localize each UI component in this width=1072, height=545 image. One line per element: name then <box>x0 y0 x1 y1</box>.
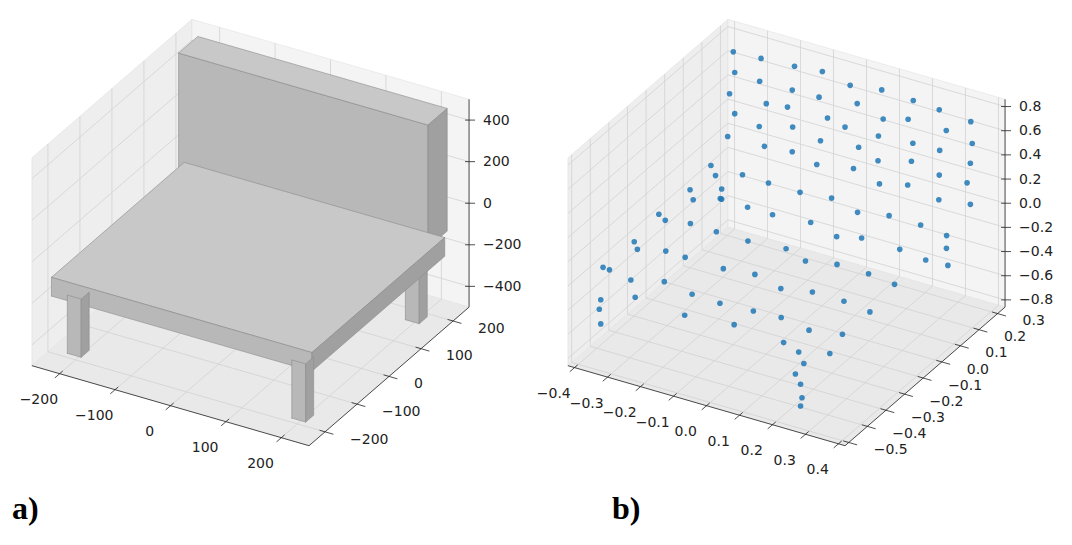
svg-text:0.3: 0.3 <box>774 452 796 468</box>
svg-text:0.2: 0.2 <box>1019 171 1041 187</box>
svg-text:100: 100 <box>446 347 473 363</box>
svg-text:0.0: 0.0 <box>675 423 697 439</box>
svg-text:0.1: 0.1 <box>708 433 730 449</box>
svg-text:100: 100 <box>192 439 219 455</box>
svg-text:−0.4: −0.4 <box>537 385 571 401</box>
svg-text:200: 200 <box>483 153 510 169</box>
svg-text:0: 0 <box>414 375 423 391</box>
svg-text:−200: −200 <box>483 236 521 252</box>
svg-text:−0.3: −0.3 <box>570 395 604 411</box>
svg-text:−0.6: −0.6 <box>1019 267 1053 283</box>
svg-text:−0.5: −0.5 <box>874 441 908 457</box>
svg-text:−0.2: −0.2 <box>930 393 964 409</box>
html-text:b): b) <box>612 490 641 526</box>
svg-text:−0.1: −0.1 <box>636 414 670 430</box>
svg-text:−0.4: −0.4 <box>1019 243 1053 259</box>
svg-text:0: 0 <box>483 195 492 211</box>
svg-text:400: 400 <box>483 112 510 128</box>
svg-text:0.6: 0.6 <box>1019 122 1041 138</box>
svg-text:−0.2: −0.2 <box>603 404 637 420</box>
svg-text:0.3: 0.3 <box>1023 312 1045 328</box>
svg-text:0.4: 0.4 <box>1019 146 1041 162</box>
svg-text:0.4: 0.4 <box>807 461 829 477</box>
svg-text:0.2: 0.2 <box>1004 328 1026 344</box>
svg-text:−0.1: −0.1 <box>948 377 982 393</box>
svg-text:0.1: 0.1 <box>985 344 1007 360</box>
svg-text:−100: −100 <box>75 407 113 423</box>
svg-text:0.0: 0.0 <box>1019 195 1041 211</box>
svg-text:−0.2: −0.2 <box>1019 219 1053 235</box>
svg-text:0: 0 <box>145 423 154 439</box>
svg-text:−0.4: −0.4 <box>892 425 926 441</box>
svg-text:−0.3: −0.3 <box>911 409 945 425</box>
svg-text:−100: −100 <box>382 403 420 419</box>
svg-text:200: 200 <box>478 320 505 336</box>
svg-text:−200: −200 <box>20 391 58 407</box>
svg-text:−0.8: −0.8 <box>1019 291 1053 307</box>
svg-text:0.8: 0.8 <box>1019 98 1041 114</box>
svg-text:200: 200 <box>247 455 274 471</box>
svg-text:0.2: 0.2 <box>741 442 763 458</box>
html-text:a): a) <box>12 490 39 526</box>
svg-text:−400: −400 <box>483 278 521 294</box>
svg-text:0.0: 0.0 <box>967 361 989 377</box>
svg-text:−200: −200 <box>350 431 388 447</box>
